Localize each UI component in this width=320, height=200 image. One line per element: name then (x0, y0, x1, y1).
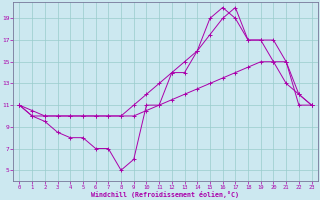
X-axis label: Windchill (Refroidissement éolien,°C): Windchill (Refroidissement éolien,°C) (92, 191, 239, 198)
